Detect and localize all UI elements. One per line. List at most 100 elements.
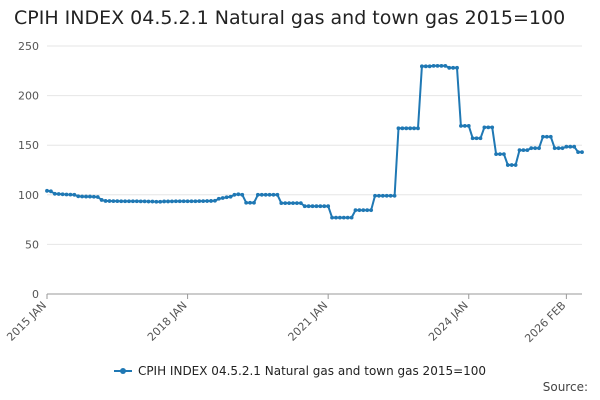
data-point [369, 208, 374, 213]
data-point [576, 150, 580, 155]
data-point [127, 199, 131, 204]
data-point [541, 134, 545, 139]
data-point [572, 144, 577, 149]
data-point [91, 194, 96, 199]
data-point [271, 192, 276, 197]
data-point [513, 163, 518, 167]
data-point [142, 199, 147, 204]
data-point [283, 201, 288, 206]
data-point [287, 201, 292, 206]
data-point [533, 146, 538, 151]
data-point [431, 63, 436, 68]
data-point [544, 134, 549, 139]
data-point [185, 199, 190, 204]
data-point [451, 65, 456, 70]
data-point [103, 199, 108, 203]
data-point [302, 204, 307, 209]
data-point [60, 192, 65, 197]
data-point [49, 189, 53, 194]
data-point [72, 192, 77, 197]
data-point [52, 191, 57, 196]
data-point [80, 194, 85, 199]
legend: CPIH INDEX 04.5.2.1 Natural gas and town… [0, 364, 600, 378]
data-point [388, 193, 393, 198]
data-point [99, 198, 104, 202]
data-point [224, 195, 229, 200]
data-point [443, 63, 448, 68]
data-point [170, 199, 174, 204]
data-point [76, 194, 81, 199]
data-point [377, 193, 381, 198]
data-point [181, 199, 186, 204]
data-point [560, 146, 565, 151]
data-point [209, 199, 213, 203]
data-point [267, 192, 272, 197]
data-point [384, 193, 389, 198]
y-tick-label: 0 [32, 288, 39, 301]
data-point [166, 199, 170, 204]
data-point [482, 125, 487, 130]
data-point [146, 199, 151, 204]
data-point [412, 126, 416, 131]
data-point [201, 199, 206, 204]
data-point [439, 63, 444, 68]
data-point [357, 208, 362, 213]
data-point [115, 199, 120, 204]
data-point [509, 163, 514, 167]
data-point [162, 199, 167, 204]
data-point [462, 123, 467, 128]
data-point [330, 215, 334, 220]
y-tick-label: 250 [18, 40, 39, 53]
data-point [220, 196, 225, 200]
data-point [419, 64, 424, 69]
data-point [318, 204, 323, 209]
data-point [337, 215, 342, 220]
data-point [470, 136, 475, 141]
data-point [568, 144, 573, 149]
y-tick-label: 200 [18, 90, 39, 103]
data-point [134, 199, 139, 204]
data-point [466, 123, 471, 128]
data-point [517, 148, 522, 153]
data-point [529, 146, 534, 151]
data-point [345, 215, 350, 220]
data-point [435, 63, 440, 68]
data-point [501, 152, 506, 157]
data-point [490, 125, 495, 130]
data-point [177, 199, 182, 204]
data-point [45, 188, 49, 193]
y-tick-label: 150 [18, 139, 39, 152]
data-point [478, 136, 483, 141]
y-tick-label: 100 [18, 189, 39, 202]
data-point [380, 193, 385, 198]
data-point [232, 192, 237, 197]
data-point [396, 126, 401, 131]
data-point [205, 199, 210, 203]
data-point [216, 196, 221, 201]
x-tick-label: 2021 JAN [286, 299, 331, 344]
data-point [279, 201, 284, 206]
data-point [447, 65, 452, 70]
data-point [189, 199, 194, 204]
data-point [505, 163, 510, 167]
x-tick-label: 2018 JAN [145, 299, 190, 344]
x-tick-label: 2024 JAN [426, 299, 471, 344]
data-point [236, 192, 241, 197]
data-point [365, 208, 370, 213]
data-point [213, 198, 217, 203]
data-point [341, 215, 346, 220]
data-point [173, 199, 178, 204]
data-point [259, 192, 264, 197]
data-point [154, 199, 159, 204]
data-point [88, 194, 92, 199]
data-point [537, 146, 541, 151]
data-point [64, 192, 69, 197]
data-point [275, 192, 280, 197]
data-point [291, 201, 295, 206]
data-point [486, 125, 491, 130]
data-point [131, 199, 135, 204]
data-point [459, 123, 463, 128]
data-point [263, 192, 268, 197]
data-point [494, 152, 498, 157]
data-point [552, 146, 557, 151]
